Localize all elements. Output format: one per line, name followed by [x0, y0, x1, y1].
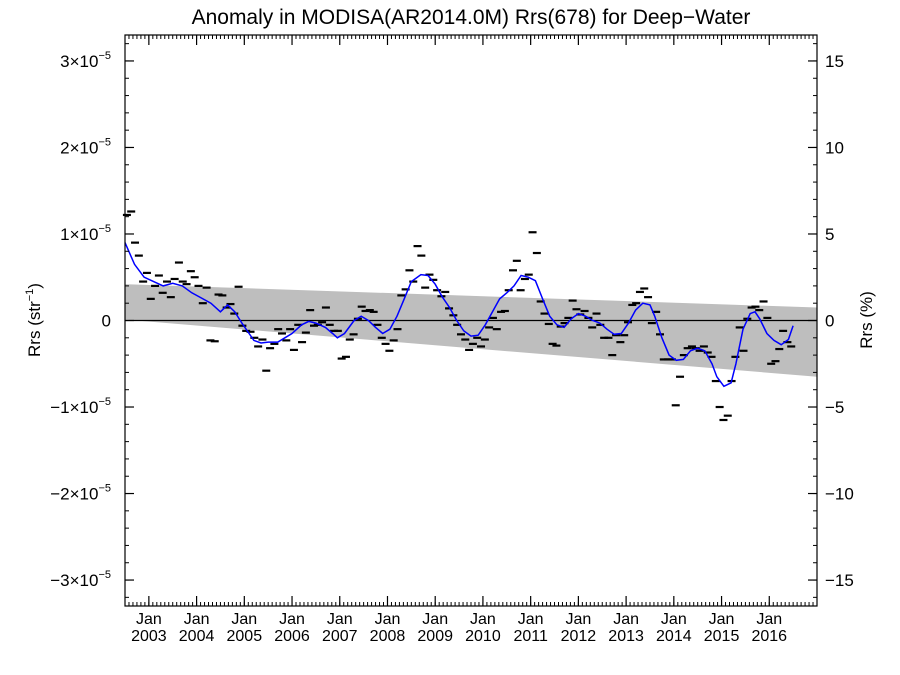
y2-tick-label: 10 [825, 138, 844, 157]
x-tick-year-label: 2007 [322, 628, 358, 645]
x-tick-month-label: Jan [375, 611, 401, 628]
y2-tick-label: 5 [825, 225, 834, 244]
y-tick-label: 3×10−5 [60, 50, 111, 71]
y-tick-label: 0 [102, 312, 111, 331]
x-tick-month-label: Jan [231, 611, 257, 628]
x-tick-year-label: 2013 [608, 628, 644, 645]
y2-tick-label: 15 [825, 52, 844, 71]
y2-tick-label: 0 [825, 312, 834, 331]
y-tick-label: 2×10−5 [60, 136, 111, 157]
x-tick-month-label: Jan [470, 611, 496, 628]
x-tick-year-label: 2003 [131, 628, 167, 645]
x-tick-year-label: 2004 [179, 628, 215, 645]
smoothed-anomaly-line [124, 242, 794, 388]
y-tick-label: −3×10−5 [50, 569, 111, 590]
x-tick-year-label: 2015 [704, 628, 740, 645]
x-tick-year-label: 2009 [417, 628, 453, 645]
x-tick-year-label: 2014 [656, 628, 692, 645]
x-tick-month-label: Jan [184, 611, 210, 628]
y2-tick-label: −15 [825, 571, 854, 590]
x-tick-month-label: Jan [327, 611, 353, 628]
x-tick-month-label: Jan [279, 611, 305, 628]
y-tick-label: −2×10−5 [50, 483, 111, 504]
x-tick-year-label: 2005 [227, 628, 263, 645]
y-axis-label-exponent: −1 [24, 289, 36, 302]
y-axis-label: Rrs (str−1) [24, 283, 44, 357]
x-tick-year-label: 2016 [751, 628, 787, 645]
x-tick-month-label: Jan [565, 611, 591, 628]
y-tick-label: −1×10−5 [50, 396, 111, 417]
y2-axis-label: Rrs (%) [857, 291, 876, 349]
x-tick-year-label: 2008 [370, 628, 406, 645]
x-tick-month-label: Jan [518, 611, 544, 628]
trend-confidence-band [125, 284, 817, 377]
x-tick-year-label: 2006 [274, 628, 310, 645]
chart-title: Anomaly in MODISA(AR2014.0M) Rrs(678) fo… [192, 6, 751, 29]
x-tick-month-label: Jan [661, 611, 687, 628]
x-tick-year-label: 2012 [561, 628, 597, 645]
x-tick-month-label: Jan [709, 611, 735, 628]
y-tick-label: 1×10−5 [60, 223, 111, 244]
x-tick-month-label: Jan [422, 611, 448, 628]
y2-tick-label: −5 [825, 398, 844, 417]
x-tick-month-label: Jan [136, 611, 162, 628]
x-tick-year-label: 2011 [513, 628, 548, 645]
y2-tick-label: −10 [825, 485, 854, 504]
x-tick-year-label: 2010 [465, 628, 501, 645]
x-tick-month-label: Jan [613, 611, 639, 628]
x-tick-month-label: Jan [756, 611, 782, 628]
